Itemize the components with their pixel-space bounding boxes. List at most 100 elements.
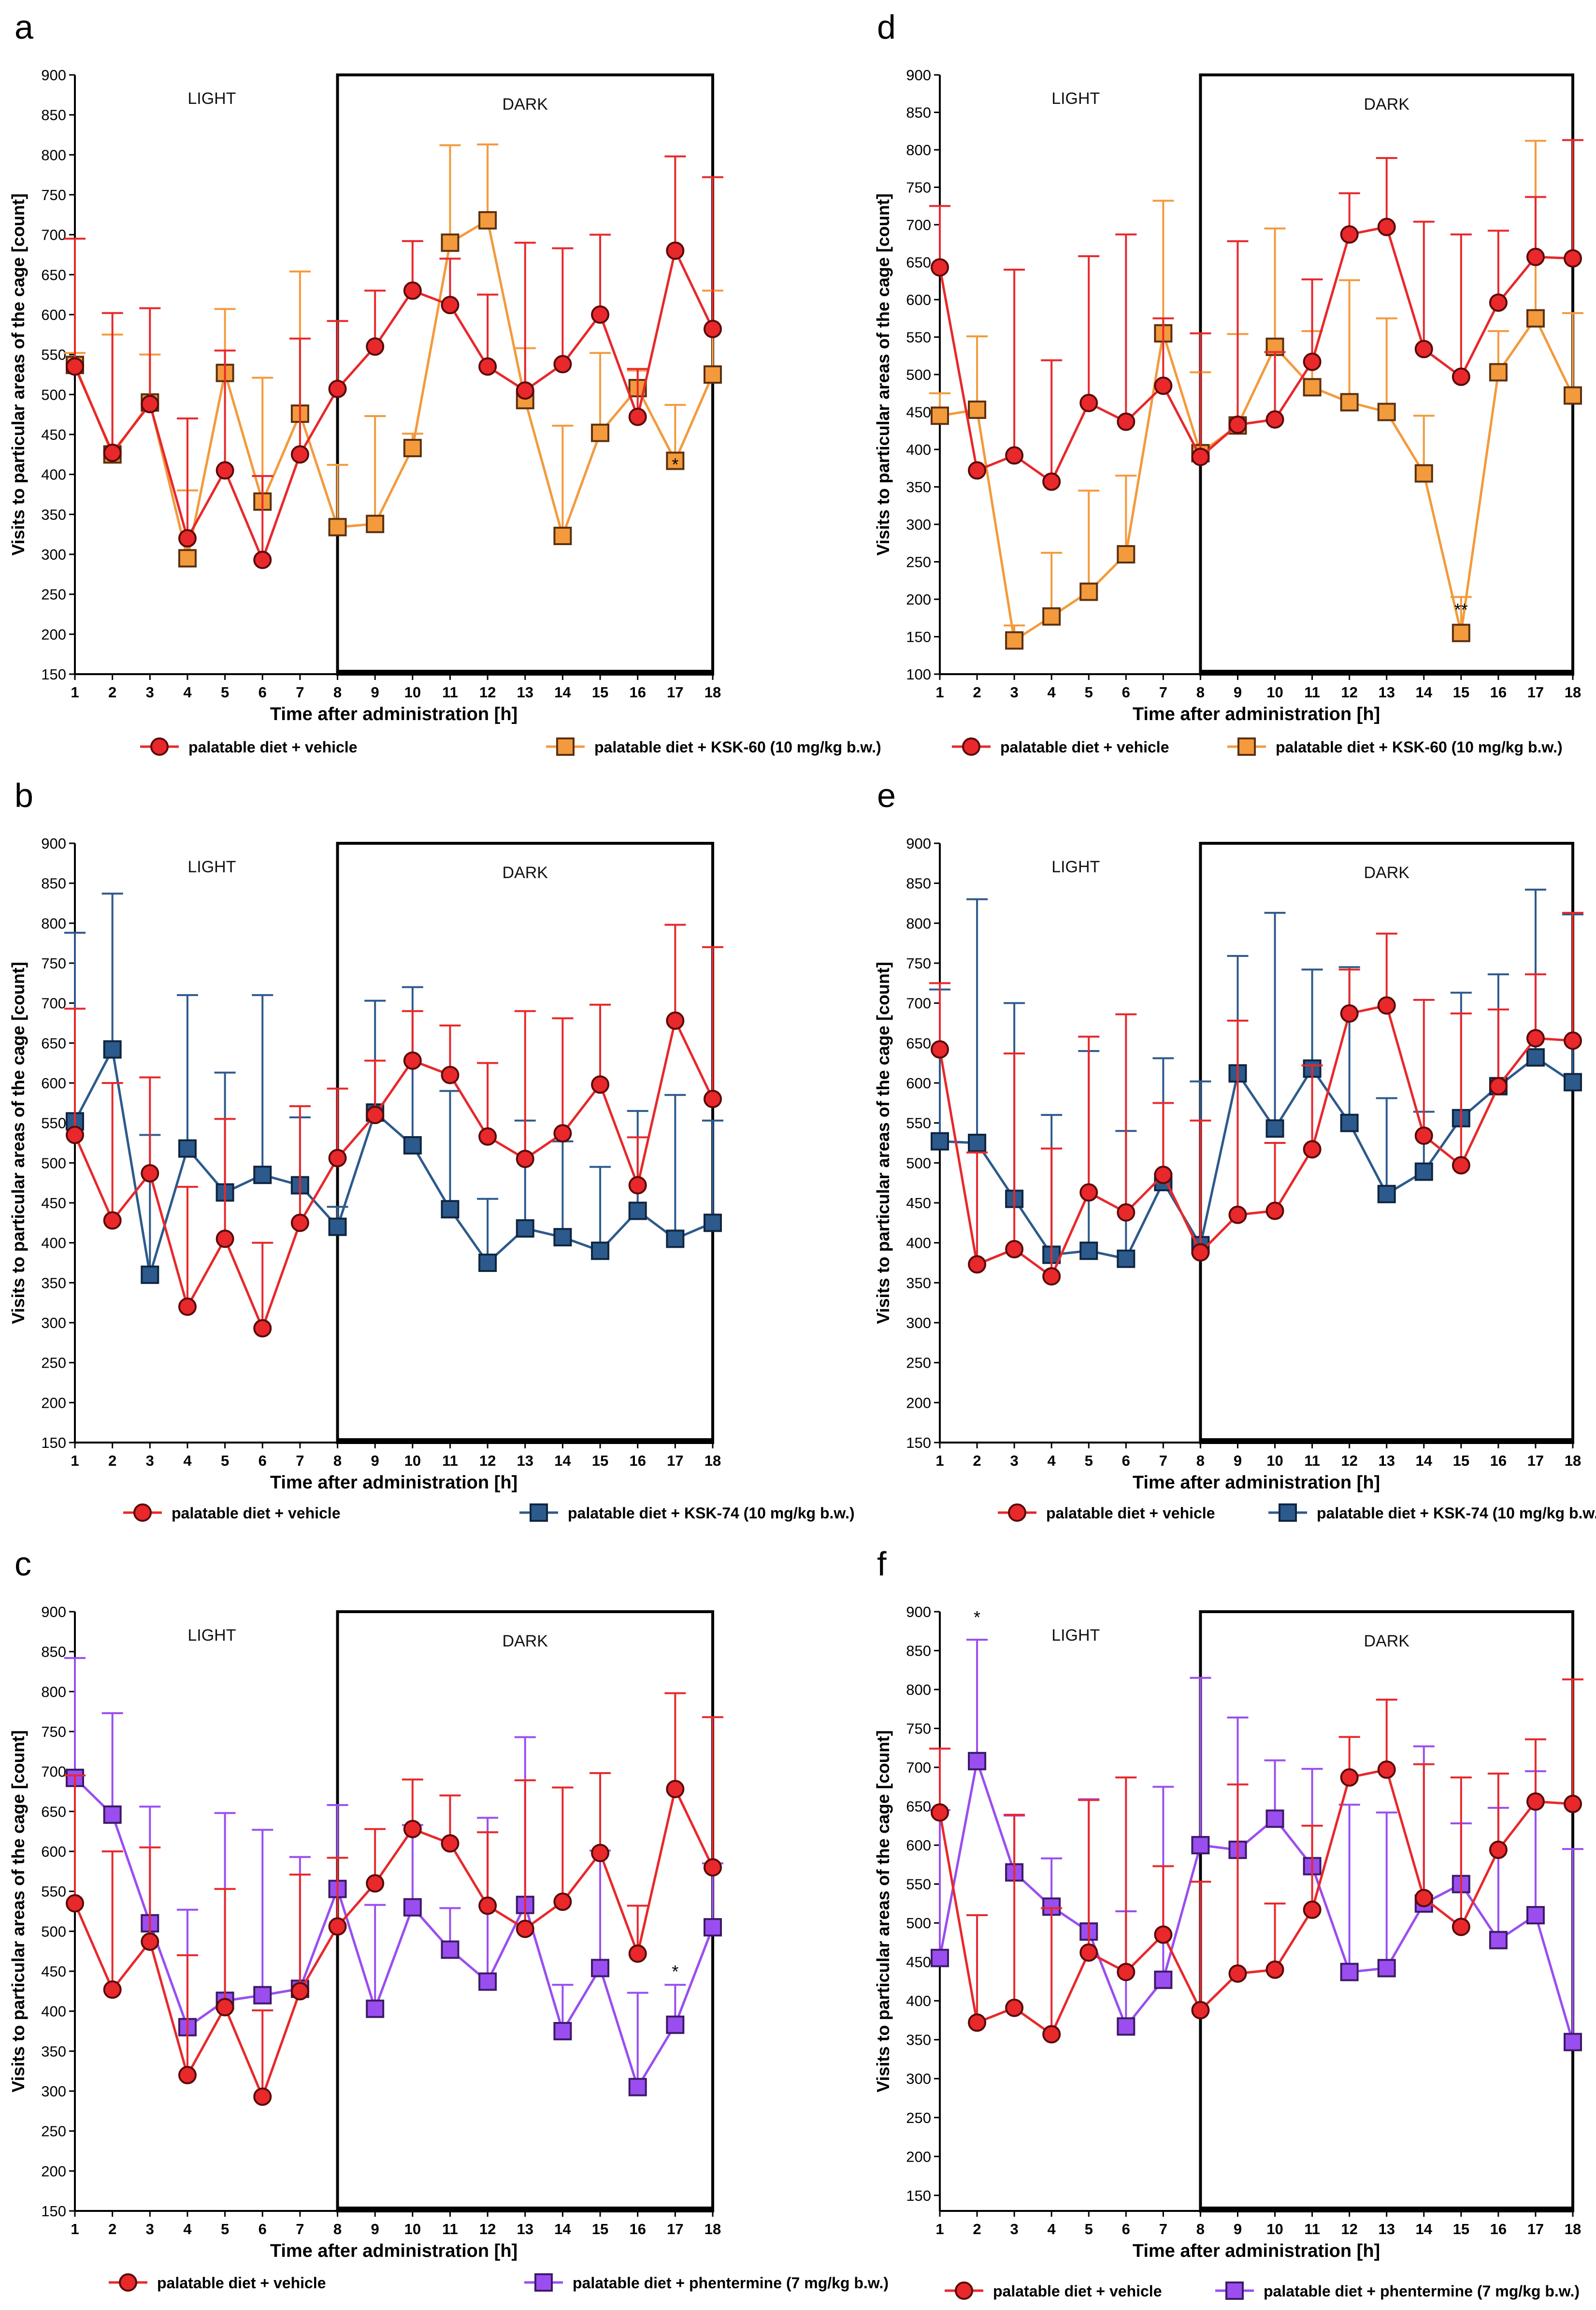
y-tick-label: 800 bbox=[41, 1683, 66, 1700]
data-point bbox=[478, 1972, 497, 1991]
data-point bbox=[1042, 1267, 1061, 1286]
data-point bbox=[1526, 1792, 1545, 1811]
data-point bbox=[141, 1164, 159, 1183]
data-point bbox=[1340, 1963, 1359, 1981]
y-tick-label: 600 bbox=[906, 1837, 931, 1854]
y-tick-label: 650 bbox=[906, 1035, 931, 1052]
x-tick-label: 4 bbox=[1048, 684, 1056, 701]
light-phase-label: LIGHT bbox=[1051, 1626, 1100, 1645]
x-axis-label: Time after administration [h] bbox=[270, 2241, 518, 2261]
x-tick-label: 16 bbox=[1490, 684, 1507, 701]
y-tick-label: 200 bbox=[41, 2163, 66, 2180]
data-point bbox=[1042, 472, 1061, 491]
y-tick-label: 350 bbox=[906, 2032, 931, 2049]
data-point bbox=[516, 1150, 534, 1169]
x-tick-label: 8 bbox=[1196, 2221, 1205, 2238]
x-tick-label: 12 bbox=[479, 2221, 496, 2238]
x-tick-label: 11 bbox=[1304, 2221, 1320, 2238]
y-tick-label: 700 bbox=[906, 1759, 931, 1776]
data-point bbox=[290, 1982, 309, 2001]
y-tick-label: 650 bbox=[906, 1798, 931, 1815]
y-axis-label: Visits to particular areas of the cage [… bbox=[873, 962, 893, 1324]
x-tick-label: 12 bbox=[1341, 684, 1357, 701]
data-point bbox=[1414, 340, 1433, 359]
data-point bbox=[1340, 225, 1359, 244]
x-tick-label: 14 bbox=[1416, 684, 1433, 701]
data-point bbox=[441, 296, 460, 315]
y-tick-label: 900 bbox=[906, 835, 931, 852]
data-point bbox=[103, 1040, 122, 1059]
series-ksk74 bbox=[64, 893, 723, 1284]
legend-marker bbox=[119, 2273, 137, 2292]
data-point bbox=[704, 319, 722, 338]
x-tick-label: 14 bbox=[554, 684, 571, 701]
data-point bbox=[1117, 1249, 1136, 1268]
y-tick-label: 650 bbox=[906, 254, 931, 271]
dark-phase-label: DARK bbox=[1364, 864, 1409, 882]
y-tick-label: 900 bbox=[41, 835, 66, 852]
data-point bbox=[1340, 1004, 1359, 1023]
series-vehicle bbox=[64, 924, 723, 1338]
data-point bbox=[1526, 247, 1545, 266]
data-point bbox=[1340, 393, 1359, 412]
y-tick-label: 150 bbox=[41, 2203, 66, 2220]
data-point bbox=[403, 1136, 422, 1155]
x-tick-label: 18 bbox=[1565, 684, 1581, 701]
x-tick-label: 3 bbox=[146, 2221, 154, 2238]
data-point bbox=[968, 2013, 987, 2032]
legend-label: palatable diet + vehicle bbox=[1000, 738, 1169, 756]
data-point bbox=[216, 461, 234, 480]
x-tick-label: 2 bbox=[108, 2221, 116, 2238]
legend-marker bbox=[1008, 1503, 1026, 1522]
y-tick-label: 550 bbox=[906, 1115, 931, 1132]
y-tick-label: 150 bbox=[906, 1434, 931, 1451]
data-point bbox=[704, 1858, 722, 1877]
legend-marker bbox=[530, 1503, 548, 1522]
dark-phase-label: DARK bbox=[503, 1632, 548, 1650]
y-tick-label: 600 bbox=[41, 1075, 66, 1092]
y-tick-label: 200 bbox=[906, 1394, 931, 1411]
data-point bbox=[1564, 386, 1582, 405]
y-tick-label: 300 bbox=[906, 1314, 931, 1331]
y-tick-label: 550 bbox=[906, 329, 931, 346]
y-tick-label: 700 bbox=[41, 227, 66, 244]
x-tick-label: 10 bbox=[1266, 2221, 1283, 2238]
dark-phase-label: DARK bbox=[1364, 1632, 1409, 1650]
data-point bbox=[1489, 1077, 1508, 1096]
data-point bbox=[403, 1051, 422, 1070]
legend-label: palatable diet + KSK-74 (10 mg/kg b.w.) bbox=[568, 1504, 855, 1522]
data-point bbox=[178, 549, 197, 568]
data-point bbox=[1079, 1943, 1098, 1962]
x-tick-label: 13 bbox=[517, 1452, 533, 1469]
series-vehicle bbox=[929, 1678, 1583, 2044]
data-point bbox=[931, 1040, 949, 1059]
data-point bbox=[1117, 545, 1136, 563]
x-tick-label: 3 bbox=[1010, 1452, 1018, 1469]
x-tick-label: 3 bbox=[146, 1452, 154, 1469]
x-tick-label: 7 bbox=[296, 684, 304, 701]
data-point bbox=[1005, 1240, 1024, 1258]
data-point bbox=[1377, 1760, 1396, 1779]
y-tick-label: 450 bbox=[41, 1963, 66, 1980]
data-point bbox=[628, 407, 647, 426]
data-point bbox=[1228, 1205, 1247, 1224]
data-point bbox=[1489, 1840, 1508, 1859]
x-tick-label: 7 bbox=[296, 2221, 304, 2238]
y-tick-label: 900 bbox=[41, 67, 66, 84]
chart-panel-a: a LIGHT DARK 150 200 250 300 350 400 450 500 550 600… bbox=[8, 8, 881, 756]
x-tick-label: 13 bbox=[517, 2221, 533, 2238]
data-point bbox=[1340, 1113, 1359, 1132]
series-vehicle bbox=[929, 139, 1583, 491]
data-point bbox=[141, 1265, 159, 1284]
x-tick-label: 7 bbox=[296, 1452, 304, 1469]
data-point bbox=[403, 1819, 422, 1838]
y-tick-label: 700 bbox=[41, 1763, 66, 1780]
data-point bbox=[1377, 996, 1396, 1015]
data-point bbox=[1303, 1900, 1322, 1919]
data-point bbox=[1265, 1201, 1284, 1220]
data-point bbox=[1489, 293, 1508, 312]
data-point bbox=[1079, 1183, 1098, 1202]
x-tick-label: 2 bbox=[973, 1452, 981, 1469]
data-point bbox=[441, 1940, 460, 1959]
